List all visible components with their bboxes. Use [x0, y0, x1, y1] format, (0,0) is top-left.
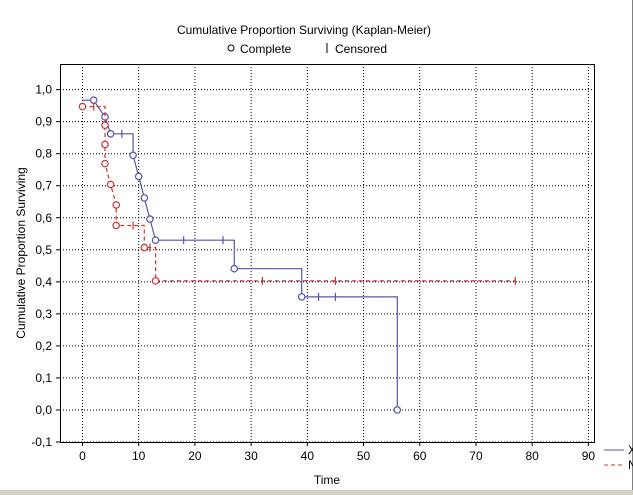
- y-tick-label: 0,2: [35, 339, 52, 353]
- x-tick-label: 90: [582, 449, 596, 463]
- legend-fragment-label-1: X: [628, 443, 633, 457]
- x-axis-title: Time: [314, 473, 341, 487]
- series-2-complete-point: [101, 140, 109, 149]
- series-1-complete-point: [129, 151, 137, 160]
- x-tick-label: 40: [301, 449, 315, 463]
- series-1-complete-point: [146, 215, 154, 223]
- x-tick-label: 10: [132, 449, 146, 463]
- x-tick-label: 20: [188, 449, 202, 463]
- series-1-complete-point: [89, 96, 98, 104]
- y-tick-label: 0,9: [35, 115, 52, 129]
- series-2-complete-point: [78, 102, 87, 111]
- series-1-complete-point: [134, 172, 143, 181]
- series-1-complete-point: [151, 236, 160, 244]
- x-tick-label: 30: [244, 449, 258, 463]
- x-tick-label: 50: [357, 449, 371, 463]
- legend-fragment: X N: [604, 443, 633, 472]
- y-tick-label: 0,8: [35, 147, 52, 161]
- y-tick-label: 0,0: [35, 403, 52, 417]
- y-axis-title: Cumulative Proportion Surviving: [14, 167, 28, 338]
- series-1-complete-point: [140, 194, 149, 202]
- series-2-complete-point: [101, 121, 109, 129]
- series-2-complete-point: [140, 243, 149, 252]
- x-tick-label: 0: [79, 449, 86, 463]
- legend: Complete Censored: [227, 42, 387, 56]
- series-2-step-line: [82, 105, 516, 282]
- series-1-complete-point: [230, 264, 239, 273]
- y-tick-label: 1,0: [35, 83, 52, 97]
- series-1-complete-point: [297, 293, 306, 301]
- legend-complete-marker: [227, 44, 235, 52]
- chart-title: Cumulative Proportion Surviving (Kaplan-…: [177, 23, 431, 37]
- series-1-complete-point: [393, 406, 402, 414]
- y-tick-label: 0,1: [35, 371, 52, 385]
- legend-fragment-label-2: N: [628, 458, 633, 472]
- y-tick-label: 0,4: [35, 275, 52, 289]
- series-1-complete-point: [106, 130, 115, 138]
- x-tick-label: 70: [469, 449, 483, 463]
- legend-censored-label: Censored: [335, 42, 387, 56]
- y-tick-label: 0,6: [35, 211, 52, 225]
- legend-complete-label: Complete: [240, 42, 292, 56]
- x-tick-label: 80: [525, 449, 539, 463]
- series-2-complete-point: [101, 159, 109, 168]
- y-tick-label: 0,3: [35, 307, 52, 321]
- y-tick-label: -0,1: [31, 435, 52, 449]
- series-1-step-line: [82, 99, 398, 410]
- series-2-complete-point: [112, 221, 121, 230]
- y-tick-label: 0,5: [35, 243, 52, 257]
- series-2-complete-point: [151, 277, 160, 285]
- series-2-complete-point: [112, 201, 121, 209]
- plot-frame: [60, 64, 595, 443]
- x-tick-label: 60: [413, 449, 427, 463]
- y-tick-label: 0,7: [35, 179, 52, 193]
- series-2-complete-point: [106, 180, 115, 189]
